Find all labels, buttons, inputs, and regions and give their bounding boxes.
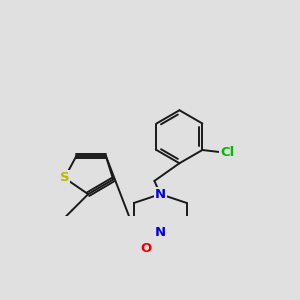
- Text: N: N: [155, 188, 166, 201]
- Text: N: N: [155, 226, 166, 239]
- Text: Cl: Cl: [220, 146, 235, 159]
- Text: S: S: [60, 172, 69, 184]
- Text: O: O: [140, 242, 151, 255]
